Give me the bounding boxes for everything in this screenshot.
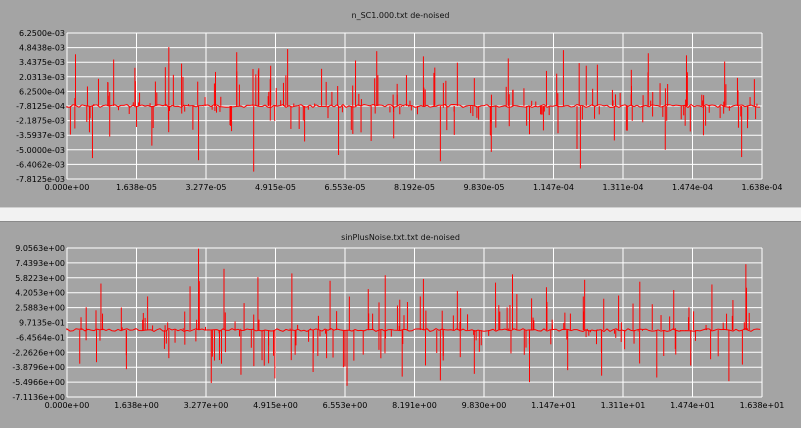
top-x-tick-label: 9.830e-05 xyxy=(464,183,505,192)
top-y-tick-label: -7.8125e-03 xyxy=(16,175,65,184)
bottom-chart-svg: 0.000e+00 1.638e+00 3.277e+00 4.915e+00 6.55… xyxy=(12,244,785,410)
top-y-tick-label: 6.2500e-03 xyxy=(19,29,65,38)
bottom-signal-baseline xyxy=(66,327,761,333)
top-x-tick-label: 6.553e-05 xyxy=(325,183,366,192)
bottom-y-tick-label: -5.4966e+00 xyxy=(12,378,65,387)
top-x-tick-label: 1.638e-04 xyxy=(742,183,783,192)
top-y-tick-label: 2.0313e-03 xyxy=(19,73,65,82)
top-y-tick-label: -7.8125e-04 xyxy=(16,102,65,111)
top-x-tick-label: 3.277e-05 xyxy=(186,183,227,192)
bottom-y-tick-label: 2.5883e+00 xyxy=(15,304,65,313)
bottom-x-tick-label: 8.191e+00 xyxy=(392,401,437,410)
bottom-x-tick-label: 1.638e+01 xyxy=(740,401,785,410)
top-y-tick-label: -3.5937e-03 xyxy=(16,131,65,140)
top-x-tick-label: 1.147e-04 xyxy=(533,183,574,192)
top-y-tick-label: 6.2500e-04 xyxy=(19,87,65,96)
bottom-chart-panel: sinPlusNoise.txt.txt de-noised 0.000e+00… xyxy=(0,222,801,428)
top-y-tick-label: -6.4062e-03 xyxy=(16,160,65,169)
bottom-x-tick-label: 3.277e+00 xyxy=(184,401,229,410)
top-signal-baseline xyxy=(66,103,761,109)
bottom-x-tick-label: 1.474e+01 xyxy=(670,401,715,410)
top-chart-panel: n_SC1.000.txt de-noised 0.000e+00 1.638e-… xyxy=(0,0,801,207)
panel-splitter[interactable] xyxy=(0,207,801,222)
bottom-y-tick-label: 9.0563e+00 xyxy=(15,244,65,253)
top-y-tick-label: 3.4375e-03 xyxy=(19,58,65,67)
bottom-y-tick-label: 4.2053e+00 xyxy=(15,289,65,298)
top-chart-title: n_SC1.000.txt de-noised xyxy=(351,11,450,20)
top-chart-svg: 0.000e+00 1.638e-05 3.277e-05 4.915e-05 6.55… xyxy=(16,29,783,192)
top-x-tick-label: 1.638e-05 xyxy=(116,183,157,192)
bottom-x-tick-label: 6.553e+00 xyxy=(323,401,368,410)
bottom-chart-title: sinPlusNoise.txt.txt de-noised xyxy=(341,233,460,242)
bottom-y-tick-label: -3.8796e+00 xyxy=(12,363,65,372)
bottom-y-tick-label: 9.7135e-01 xyxy=(19,319,65,328)
bottom-y-tick-label: -2.2626e+00 xyxy=(12,348,65,357)
bottom-x-tick-label: 0.000e+00 xyxy=(45,401,90,410)
bottom-x-tick-label: 1.147e+01 xyxy=(531,401,576,410)
bottom-y-tick-label: -7.1136e+00 xyxy=(12,393,65,402)
bottom-y-tick-label: 5.8223e+00 xyxy=(15,274,65,283)
bottom-x-tick-label: 4.915e+00 xyxy=(253,401,298,410)
top-y-tick-label: -5.0000e-03 xyxy=(16,146,65,155)
top-x-tick-label: 8.192e-05 xyxy=(394,183,435,192)
bottom-x-tick-label: 1.638e+00 xyxy=(114,401,159,410)
top-x-tick-label: 4.915e-05 xyxy=(255,183,296,192)
bottom-y-tick-label: -6.4564e-01 xyxy=(16,333,65,342)
bottom-y-tick-label: 7.4393e+00 xyxy=(15,259,65,268)
top-x-tick-label: 0.000e+00 xyxy=(45,183,90,192)
top-y-tick-label: -2.1875e-03 xyxy=(16,117,65,126)
top-y-tick-label: 4.8438e-03 xyxy=(19,44,65,53)
bottom-x-tick-label: 9.830e+00 xyxy=(462,401,507,410)
bottom-x-tick-label: 1.311e+01 xyxy=(601,401,646,410)
top-x-tick-label: 1.311e-04 xyxy=(603,183,644,192)
top-x-tick-label: 1.474e-04 xyxy=(672,183,713,192)
